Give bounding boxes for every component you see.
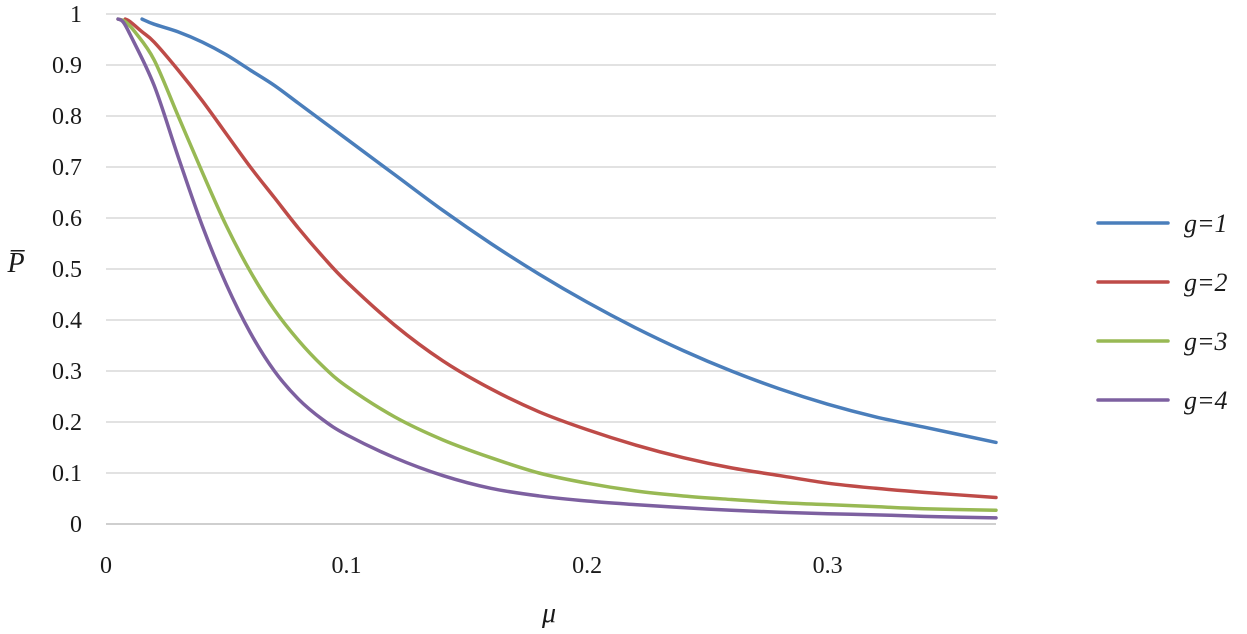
y-tick-label: 0.5: [52, 257, 82, 283]
series-lines: [116, 17, 998, 520]
y-tick-label: 0: [70, 512, 82, 538]
y-tick-label: 0.7: [52, 155, 82, 181]
y-axis-title: P̅: [6, 248, 25, 279]
y-tick-label: 0.9: [52, 53, 82, 79]
y-tick-label: 0.8: [52, 104, 82, 130]
x-tick-label: 0.1: [332, 553, 362, 579]
series-line-g3: [116, 17, 998, 512]
x-tick-label: 0: [100, 553, 112, 579]
x-tick-label: 0.2: [572, 553, 602, 579]
legend: g=1 g=2 g=3 g=4: [1096, 209, 1228, 415]
y-tick-label: 0.3: [52, 359, 82, 385]
legend-label-g2: g=2: [1184, 268, 1228, 297]
y-tick-label: 1: [70, 2, 82, 28]
legend-label-g1: g=1: [1184, 209, 1228, 238]
tick-labels: 0 0.1 0.2 0.3 0.4 0.5 0.6 0.7 0.8 0.9 1 0 0.1 0.2 0.3: [52, 2, 843, 579]
y-tick-label: 0.4: [52, 308, 82, 334]
series-line-g2: [123, 17, 998, 500]
series-line-g4: [116, 17, 998, 520]
gridlines: [106, 13, 996, 474]
y-tick-label: 0.1: [52, 461, 82, 487]
y-tick-label: 0.2: [52, 410, 82, 436]
x-tick-label: 0.3: [813, 553, 843, 579]
y-tick-label: 0.6: [52, 206, 82, 232]
legend-label-g3: g=3: [1184, 327, 1228, 356]
x-axis-title: μ: [541, 598, 556, 629]
series-line-g1: [140, 17, 998, 445]
legend-label-g4: g=4: [1184, 386, 1228, 415]
